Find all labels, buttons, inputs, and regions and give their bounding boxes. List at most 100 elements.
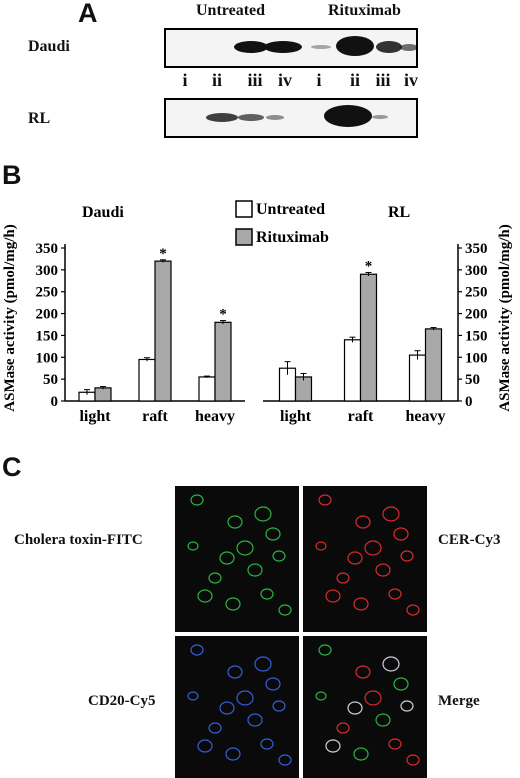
stained-cell xyxy=(400,550,414,562)
stained-cell xyxy=(325,589,341,603)
stained-cell xyxy=(406,754,420,766)
stained-cell xyxy=(236,540,254,556)
significance-mark: * xyxy=(365,258,373,274)
panel-b-letter: B xyxy=(2,160,22,190)
stained-cell xyxy=(260,588,274,600)
stained-cell xyxy=(325,739,341,753)
lane-label: iv xyxy=(403,70,418,90)
stained-cell xyxy=(236,690,254,706)
stained-cell xyxy=(247,713,263,727)
stained-cell xyxy=(375,563,391,577)
y-axis-label: ASMase activity (pmol/mg/h) xyxy=(2,224,18,411)
stained-cell xyxy=(187,541,199,551)
blot-band xyxy=(206,113,238,122)
stained-cell xyxy=(382,656,400,672)
lane-label: iii xyxy=(375,70,391,90)
blot-band xyxy=(266,115,284,120)
stained-cell xyxy=(315,691,327,701)
rl-chart: RL ASMase activity (pmol/mg/h) 0 50 100 150… xyxy=(263,204,513,425)
stained-cell xyxy=(247,563,263,577)
stained-cell xyxy=(355,665,371,679)
stained-cell xyxy=(227,665,243,679)
cholera-toxin-fitc-label: Cholera toxin-FITC xyxy=(14,532,143,548)
x-tick-label: raft xyxy=(348,408,374,425)
stained-cell xyxy=(190,644,204,656)
stained-cell xyxy=(225,747,241,761)
significance-mark: * xyxy=(159,246,167,262)
stained-cell xyxy=(260,738,274,750)
y-tick-label: 200 xyxy=(465,307,488,323)
micrograph-cd20 xyxy=(175,636,299,778)
bar xyxy=(343,339,362,402)
legend-label-untreated: Untreated xyxy=(256,201,325,218)
y-axis-label: ASMase activity (pmol/mg/h) xyxy=(497,224,513,411)
y-tick-label: 200 xyxy=(36,307,59,323)
stained-cell xyxy=(254,506,272,522)
stained-cell xyxy=(353,597,369,611)
stained-cell xyxy=(187,691,199,701)
stained-cell xyxy=(315,541,327,551)
blot-band xyxy=(324,105,372,127)
merge-label: Merge xyxy=(438,693,480,709)
y-tick-label: 300 xyxy=(36,263,59,279)
daudi-chart: Daudi ASMase activity (pmol/mg/h) 0 50 100… xyxy=(2,204,245,425)
blot-band xyxy=(336,36,374,56)
stained-cell xyxy=(254,656,272,672)
bar xyxy=(408,354,427,402)
bar xyxy=(294,376,313,402)
stained-cell xyxy=(272,550,286,562)
daudi-western-blot xyxy=(164,28,418,68)
asmase-bar-charts: Daudi ASMase activity (pmol/mg/h) 0 50 100… xyxy=(2,200,513,425)
stained-cell xyxy=(388,738,402,750)
y-tick-label: 250 xyxy=(36,285,59,301)
stained-cell xyxy=(318,644,332,656)
y-tick-label: 0 xyxy=(51,394,59,410)
stained-cell xyxy=(406,604,420,616)
stained-cell xyxy=(336,572,350,584)
blot-band xyxy=(238,114,264,121)
lane-label: i xyxy=(316,70,322,90)
y-tick-label: 100 xyxy=(36,350,59,366)
lane-label: iv xyxy=(277,70,292,90)
panel-a-letter: A xyxy=(78,0,98,28)
x-tick-label: raft xyxy=(142,408,168,425)
bar xyxy=(198,376,216,402)
stained-cell xyxy=(208,722,222,734)
bar xyxy=(214,321,232,402)
stained-cell xyxy=(197,589,213,603)
stained-cell xyxy=(219,701,235,715)
y-tick-label: 100 xyxy=(465,350,488,366)
lane-label: ii xyxy=(349,70,360,90)
blot-band xyxy=(234,41,268,53)
legend-label-rituximab: Rituximab xyxy=(256,229,329,246)
bar xyxy=(154,260,172,402)
y-tick-label: 50 xyxy=(43,372,58,388)
stained-cell xyxy=(219,551,235,565)
y-tick-label: 50 xyxy=(465,372,480,388)
bar xyxy=(138,358,156,402)
stained-cell xyxy=(278,604,292,616)
legend-swatch-rituximab xyxy=(235,228,253,246)
chart-legend: Untreated Rituximab xyxy=(235,200,329,246)
bar xyxy=(359,273,378,402)
y-tick-label: 250 xyxy=(465,285,488,301)
micrograph-cer xyxy=(303,486,427,632)
chart-title: RL xyxy=(388,204,410,221)
lane-labels: i ii iii iv i ii iii iv xyxy=(164,70,424,92)
rl-western-blot xyxy=(164,98,418,138)
bar xyxy=(94,387,112,402)
rl-row-label: RL xyxy=(28,110,51,127)
daudi-row-label: Daudi xyxy=(28,38,70,55)
panel-c-letter: C xyxy=(2,452,22,482)
stained-cell xyxy=(208,572,222,584)
x-tick-label: heavy xyxy=(195,408,235,425)
stained-cell xyxy=(393,677,409,691)
x-tick-label: heavy xyxy=(406,408,446,425)
bar xyxy=(424,328,443,402)
stained-cell xyxy=(364,690,382,706)
y-tick-label: 0 xyxy=(465,394,473,410)
cer-cy3-label: CER-Cy3 xyxy=(438,532,501,548)
stained-cell xyxy=(355,515,371,529)
blot-band xyxy=(264,41,302,53)
blot-band xyxy=(400,44,416,51)
